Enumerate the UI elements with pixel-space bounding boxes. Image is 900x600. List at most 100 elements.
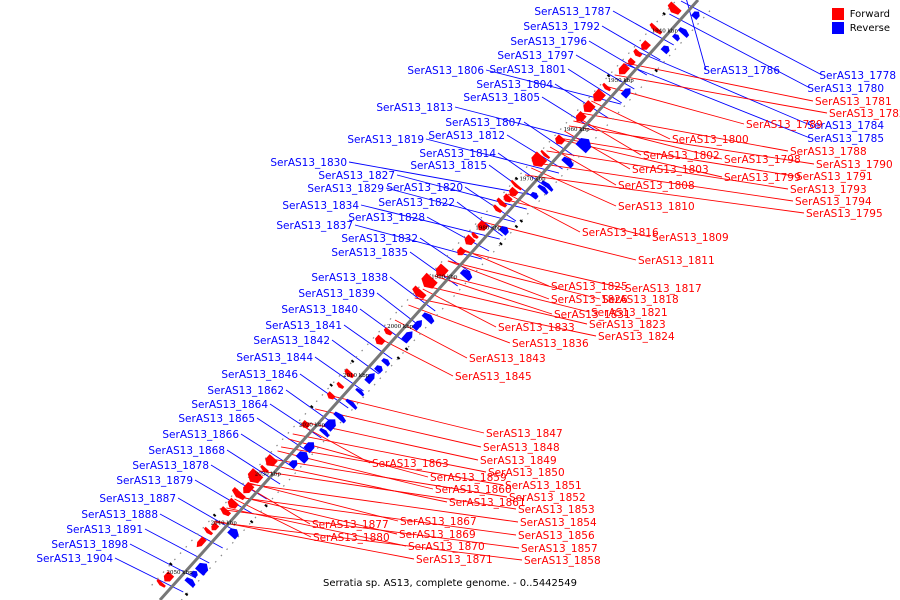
- forward-leader-line: [214, 520, 415, 560]
- forward-gene: [555, 134, 566, 145]
- reverse-leader-line: [523, 121, 575, 157]
- reverse-gene-label: SerAS13_1804: [476, 79, 553, 91]
- forward-leader-line: [447, 260, 601, 300]
- reverse-gene-label: SerAS13_1806: [407, 65, 484, 77]
- reverse-gene-label: SerAS13_1830: [270, 157, 347, 169]
- reverse-gene: [323, 419, 336, 432]
- forward-gene: [231, 487, 246, 501]
- kbp-tick-label: 1960 kbp: [564, 127, 591, 133]
- reverse-gene: [295, 451, 309, 464]
- forward-gene-label: SerAS13_1852: [509, 492, 586, 504]
- reverse-gene-label: SerAS13_1841: [265, 320, 342, 332]
- forward-gene-label: SerAS13_1816: [582, 227, 659, 239]
- forward-gene-label: SerAS13_1791: [796, 171, 873, 183]
- forward-gene: [247, 468, 264, 484]
- reverse-gene: [537, 184, 549, 195]
- reverse-gene: [303, 442, 315, 454]
- reverse-gene: [190, 570, 198, 579]
- reverse-gene: [381, 358, 391, 367]
- feature-mark: [499, 241, 503, 246]
- reverse-leader-line: [226, 449, 281, 485]
- forward-gene-label: SerAS13_1795: [806, 208, 883, 220]
- forward-gene-label: SerAS13_1809: [652, 232, 729, 244]
- reverse-gene: [660, 45, 670, 55]
- kbp-tick-label: 2030 kbp: [255, 471, 282, 477]
- feature-mark: [350, 359, 355, 364]
- forward-gene: [531, 151, 548, 167]
- forward-gene: [496, 197, 508, 208]
- reverse-gene-label: SerAS13_1864: [191, 399, 268, 411]
- forward-leader-line: [573, 120, 723, 160]
- forward-gene-label: SerAS13_1861: [449, 497, 526, 509]
- forward-gene-label: SerAS13_1870: [408, 541, 485, 553]
- reverse-gene-label: SerAS13_1828: [348, 212, 425, 224]
- forward-gene: [265, 454, 278, 467]
- forward-gene-label: SerAS13_1850: [488, 467, 565, 479]
- feature-mark: [169, 562, 173, 566]
- kbp-tick-label: 2050 kbp: [167, 570, 194, 576]
- forward-gene-label: SerAS13_1863: [372, 458, 449, 470]
- forward-gene: [618, 63, 630, 75]
- kbp-tick-label: 1970 kbp: [519, 176, 546, 182]
- forward-leader-line: [281, 446, 504, 486]
- forward-gene-label: SerAS13_1823: [589, 319, 666, 331]
- reverse-leader-line: [299, 373, 349, 409]
- forward-gene: [641, 40, 651, 50]
- forward-leader-line: [503, 198, 651, 238]
- forward-gene: [260, 464, 269, 473]
- forward-gene: [503, 193, 513, 203]
- forward-gene-label: SerAS13_1788: [790, 146, 867, 158]
- forward-gene-label: SerAS13_1790: [816, 159, 893, 171]
- reverse-leader-line: [159, 513, 223, 549]
- reverse-gene: [374, 365, 383, 374]
- kbp-tick-label: 2000 kbp: [387, 324, 414, 330]
- reverse-leader-line: [497, 152, 547, 188]
- forward-gene: [163, 571, 175, 582]
- forward-leader-line: [247, 483, 519, 523]
- forward-gene: [327, 391, 336, 400]
- forward-gene-label: SerAS13_1851: [505, 480, 582, 492]
- reverse-leader-line: [409, 251, 458, 287]
- feature-mark: [249, 520, 254, 524]
- feature-mark: [519, 219, 524, 223]
- reverse-gene-label: SerAS13_1820: [386, 182, 463, 194]
- reverse-leader-line: [331, 339, 380, 375]
- forward-gene-label: SerAS13_1880: [313, 532, 390, 544]
- forward-gene-label: SerAS13_1799: [724, 172, 801, 184]
- forward-gene-label: SerAS13_1847: [486, 428, 563, 440]
- forward-leader-line: [270, 458, 508, 498]
- reverse-gene: [691, 11, 700, 20]
- forward-gene: [344, 368, 355, 379]
- forward-gene: [220, 506, 232, 517]
- reverse-gene: [620, 88, 631, 99]
- forward-gene-label: SerAS13_1853: [518, 504, 595, 516]
- reverse-gene-label: SerAS13_1787: [534, 6, 611, 18]
- kbp-tick-label: 2040 kbp: [211, 521, 238, 527]
- forward-gene-label: SerAS13_1856: [518, 530, 595, 542]
- feature-mark: [654, 68, 658, 73]
- kbp-tick-label: 2010 kbp: [343, 373, 370, 379]
- reverse-gene: [677, 27, 690, 38]
- reverse-gene-label: SerAS13_1878: [132, 460, 209, 472]
- forward-gene: [602, 82, 612, 92]
- forward-gene-label: SerAS13_1798: [724, 154, 801, 166]
- forward-gene-label: SerAS13_1826: [551, 294, 628, 306]
- kbp-tick-label: 1950 kbp: [608, 78, 635, 84]
- reverse-gene: [345, 398, 358, 410]
- forward-leader-line: [213, 521, 523, 561]
- reverse-gene-label: SerAS13_1832: [341, 233, 418, 245]
- reverse-gene-label: SerAS13_1835: [331, 247, 408, 259]
- reverse-leader-line: [240, 433, 295, 469]
- forward-leader-line: [434, 275, 553, 315]
- forward-gene: [471, 231, 479, 239]
- forward-gene: [627, 57, 636, 66]
- forward-leader-line: [237, 495, 398, 535]
- forward-gene-label: SerAS13_1857: [521, 543, 598, 555]
- forward-leader-line: [591, 100, 671, 140]
- forward-leader-line: [248, 482, 399, 522]
- kbp-tick-label: 1940 kbp: [652, 29, 679, 35]
- reverse-leader-line: [314, 356, 364, 392]
- forward-gene-label: SerAS13_1817: [625, 283, 702, 295]
- reverse-gene-label: SerAS13_1778: [819, 70, 896, 82]
